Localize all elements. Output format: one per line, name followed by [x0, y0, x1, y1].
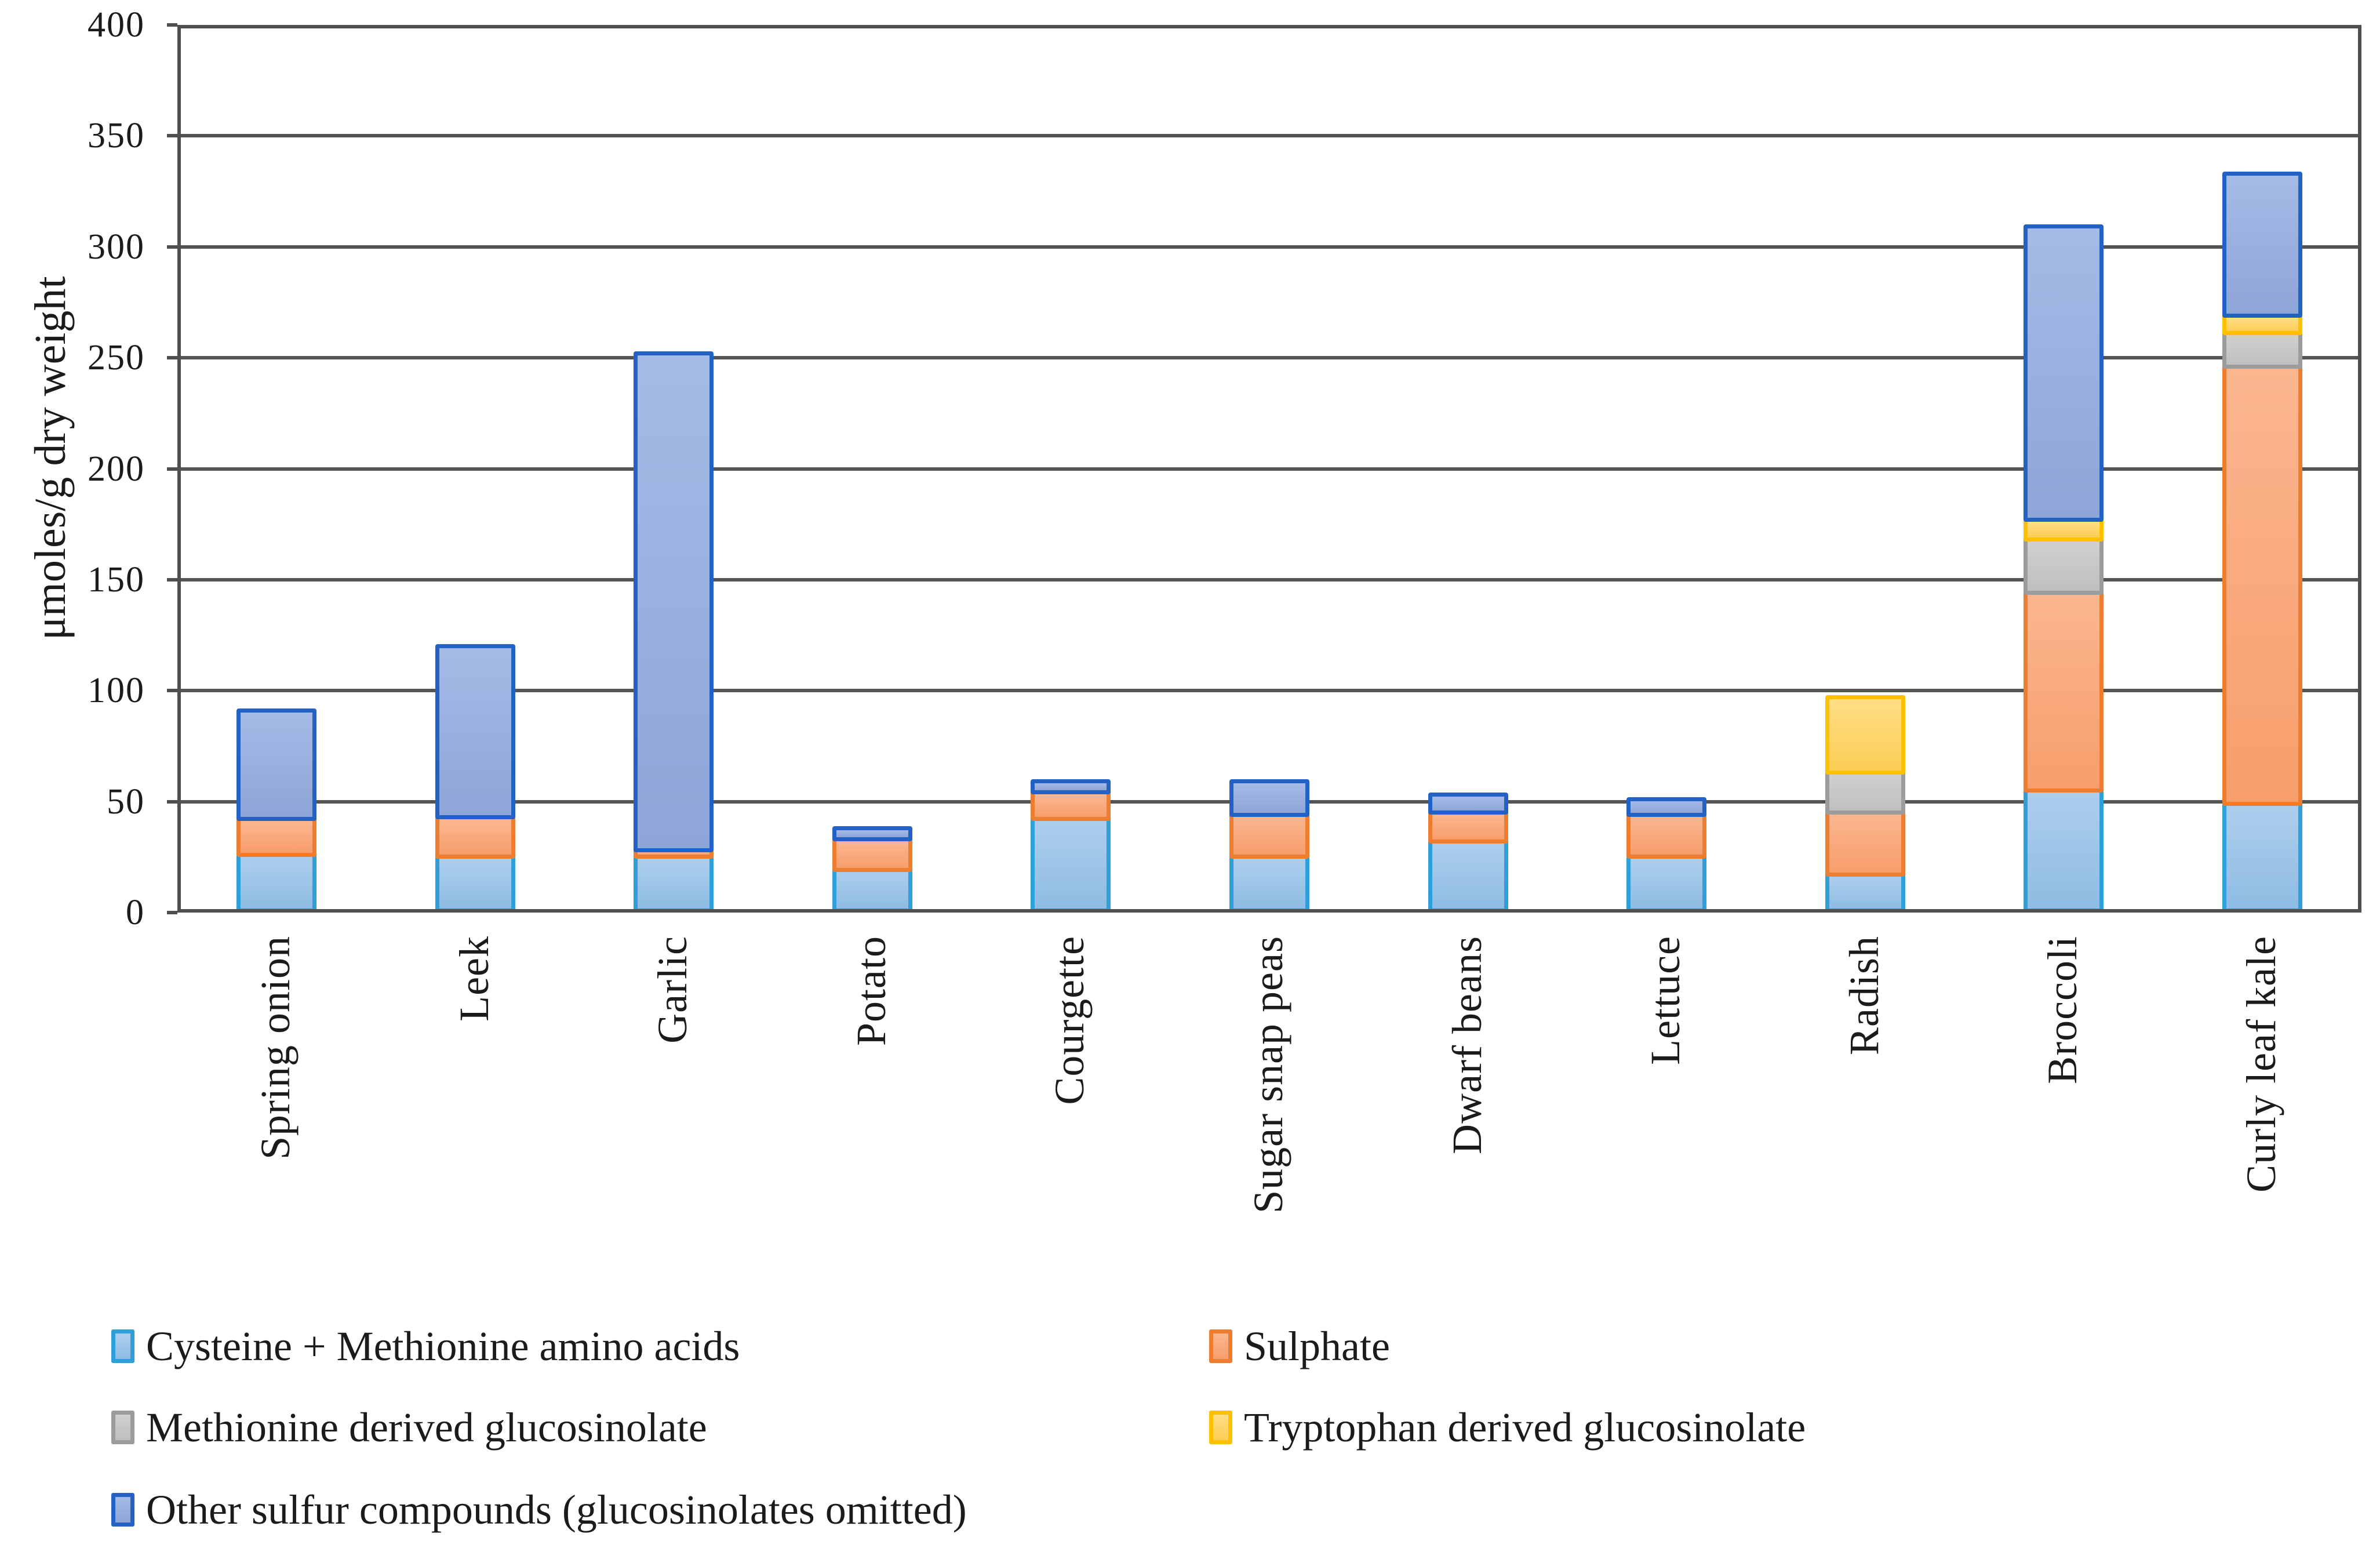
bar-segment-series4-potato	[832, 826, 912, 841]
x-category-label-11: Curly leaf kale	[2237, 936, 2284, 1193]
bar-segment-series0-dwarf-beans	[1428, 839, 1508, 913]
y-tick-mark-50	[167, 800, 177, 804]
bar-segment-series1-courgette	[1031, 790, 1111, 822]
bar-segment-series4-broccoli	[2024, 224, 2104, 522]
legend-label-series1: Sulphate	[1244, 1323, 1390, 1369]
y-tick-mark-300	[167, 245, 177, 249]
bar-segment-series1-potato	[832, 837, 912, 873]
bar-segment-series0-lettuce	[1626, 855, 1707, 913]
bar-segment-series4-sugar-snap-peas	[1229, 779, 1309, 817]
bar-segment-series4-curly-leaf-kale	[2222, 171, 2302, 318]
y-tick-label-300: 300	[88, 227, 145, 267]
legend-swatch-series1	[1209, 1329, 1232, 1363]
bar-segment-series0-sugar-snap-peas	[1229, 855, 1309, 913]
legend-label-series3: Tryptophan derived glucosinolate	[1244, 1404, 1806, 1451]
y-tick-mark-200	[167, 467, 177, 471]
y-tick-mark-0	[167, 911, 177, 914]
x-category-label-6: Sugar snap peas	[1245, 936, 1291, 1213]
x-category-label-1: Spring onion	[252, 936, 299, 1160]
y-tick-mark-150	[167, 577, 177, 582]
bar-segment-series1-radish	[1825, 810, 1905, 877]
y-tick-label-200: 200	[88, 449, 145, 489]
x-category-label-4: Potato	[847, 936, 894, 1046]
legend-label-series2: Methionine derived glucosinolate	[146, 1404, 707, 1451]
bar-segment-series1-leek	[435, 815, 515, 859]
x-category-label-2: Leek	[450, 936, 497, 1022]
legend-item-series0: Cysteine + Methionine amino acids	[111, 1322, 740, 1371]
y-tick-mark-100	[167, 689, 177, 693]
x-category-label-7: Dwarf beans	[1443, 936, 1490, 1154]
legend-item-series4: Other sulfur compounds (glucosinolates o…	[111, 1485, 967, 1534]
bar-segment-series0-leek	[435, 855, 515, 913]
y-tick-label-250: 250	[88, 338, 145, 378]
bar-segment-series4-leek	[435, 644, 515, 819]
y-tick-label-50: 50	[107, 782, 145, 822]
bar-segment-series1-lettuce	[1626, 812, 1707, 859]
legend-swatch-series4	[111, 1493, 134, 1527]
bar-segment-series0-curly-leaf-kale	[2222, 801, 2302, 913]
x-category-label-10: Broccoli	[2039, 936, 2086, 1084]
bar-segment-series0-broccoli	[2024, 788, 2104, 913]
y-tick-mark-400	[167, 23, 177, 27]
bar-segment-series4-lettuce	[1626, 797, 1707, 817]
bar-segment-series4-spring-onion	[236, 708, 317, 822]
gridline-150	[177, 577, 2361, 582]
gridline-350	[177, 134, 2361, 138]
bar-segment-series4-dwarf-beans	[1428, 793, 1508, 815]
legend-item-series1: Sulphate	[1209, 1322, 1390, 1371]
legend-item-series3: Tryptophan derived glucosinolate	[1209, 1403, 1806, 1452]
bar-segment-series0-radish	[1825, 873, 1905, 913]
bar-segment-series1-spring-onion	[236, 817, 317, 857]
bar-segment-series4-garlic	[634, 351, 714, 852]
y-tick-mark-350	[167, 134, 177, 138]
bar-segment-series2-curly-leaf-kale	[2222, 331, 2302, 369]
legend-swatch-series3	[1209, 1411, 1232, 1444]
x-category-label-8: Lettuce	[1642, 936, 1689, 1065]
legend-item-series2: Methionine derived glucosinolate	[111, 1403, 707, 1452]
bar-segment-series4-courgette	[1031, 779, 1111, 795]
x-category-label-9: Radish	[1840, 936, 1887, 1056]
bar-segment-series0-courgette	[1031, 817, 1111, 913]
y-tick-label-100: 100	[88, 671, 145, 711]
y-tick-label-350: 350	[88, 116, 145, 156]
x-category-label-5: Courgette	[1046, 936, 1093, 1105]
bar-segment-series0-spring-onion	[236, 852, 317, 913]
y-tick-label-0: 0	[126, 893, 145, 932]
y-tick-mark-250	[167, 356, 177, 360]
bar-segment-series1-dwarf-beans	[1428, 810, 1508, 844]
bar-segment-series0-garlic	[634, 855, 714, 913]
y-tick-label-400: 400	[88, 5, 145, 45]
y-tick-label-150: 150	[88, 559, 145, 599]
bar-segment-series1-curly-leaf-kale	[2222, 364, 2302, 806]
legend-swatch-series2	[111, 1411, 134, 1444]
bar-segment-series0-potato	[832, 868, 912, 913]
bar-segment-series1-broccoli	[2024, 591, 2104, 793]
bar-segment-series3-radish	[1825, 695, 1905, 775]
legend-label-series0: Cysteine + Methionine amino acids	[146, 1323, 740, 1369]
x-category-label-3: Garlic	[649, 936, 696, 1044]
gridline-250	[177, 356, 2361, 360]
bar-segment-series1-sugar-snap-peas	[1229, 812, 1309, 859]
bar-segment-series2-broccoli	[2024, 537, 2104, 595]
legend-swatch-series0	[111, 1329, 134, 1363]
gridline-300	[177, 245, 2361, 249]
gridline-200	[177, 467, 2361, 471]
bar-segment-series2-radish	[1825, 771, 1905, 815]
legend-label-series4: Other sulfur compounds (glucosinolates o…	[146, 1487, 967, 1533]
gridline-100	[177, 689, 2361, 693]
